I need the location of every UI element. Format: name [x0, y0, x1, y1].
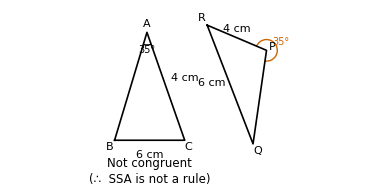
Text: 35°: 35° — [272, 37, 289, 47]
Text: 4 cm: 4 cm — [171, 73, 199, 83]
Text: 6 cm: 6 cm — [136, 150, 163, 160]
Text: C: C — [185, 142, 192, 152]
Text: B: B — [106, 142, 114, 152]
Text: A: A — [143, 19, 151, 29]
Text: Q: Q — [253, 146, 262, 156]
Text: 6 cm: 6 cm — [198, 78, 225, 88]
Text: (∴  SSA is not a rule): (∴ SSA is not a rule) — [89, 173, 210, 186]
Text: Not congruent: Not congruent — [107, 157, 192, 170]
Text: 4 cm: 4 cm — [223, 24, 251, 34]
Text: P: P — [269, 42, 275, 52]
Text: 35°: 35° — [139, 45, 156, 55]
Text: R: R — [198, 13, 206, 23]
